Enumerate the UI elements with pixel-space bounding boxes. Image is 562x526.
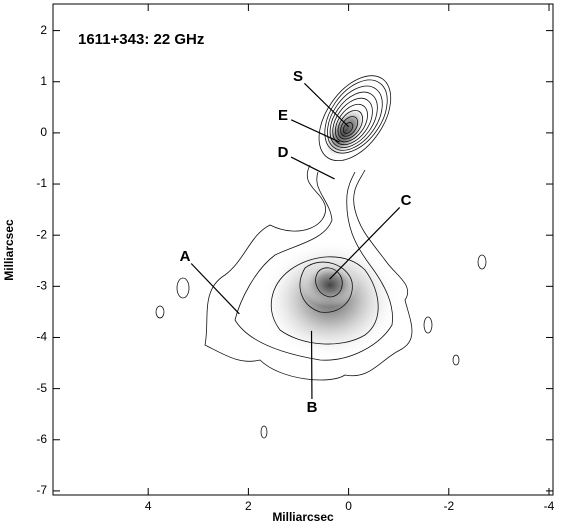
annotation-label: S	[293, 68, 303, 85]
y-tick-label: 2	[40, 23, 47, 37]
annotation-label: A	[180, 248, 191, 265]
y-axis-label: Milliarcsec	[2, 219, 16, 281]
annotation-leader	[303, 82, 350, 128]
annotation-label: D	[278, 144, 289, 161]
annotation-leader	[290, 156, 335, 180]
x-tick-label: 2	[245, 499, 252, 513]
y-tick-label: 0	[40, 125, 47, 139]
y-tick-label: -1	[36, 176, 47, 190]
plot-frame	[52, 3, 554, 496]
chart-title: 1611+343: 22 GHz	[78, 31, 204, 48]
annotation-label: C	[401, 192, 412, 209]
y-tick-label: -6	[36, 432, 47, 446]
y-tick-label: -7	[36, 483, 47, 497]
x-tick-label: 4	[145, 499, 152, 513]
x-axis-label: Milliarcsec	[272, 510, 334, 524]
y-tick-label: 1	[40, 74, 47, 88]
annotation-leader	[290, 119, 340, 143]
annotation-label: E	[278, 107, 288, 124]
y-tick-label: -2	[36, 227, 47, 241]
x-tick-label: 0	[345, 499, 352, 513]
y-tick-label: -3	[36, 278, 47, 292]
y-tick-label: -4	[36, 330, 47, 344]
annotation-leader	[329, 207, 401, 280]
x-tick-label: -2	[443, 499, 454, 513]
annotation-label: B	[307, 399, 318, 416]
emission-map	[155, 75, 487, 439]
x-tick-label: -4	[544, 499, 555, 513]
annotation-leader	[190, 263, 240, 315]
y-tick-label: -5	[36, 381, 47, 395]
